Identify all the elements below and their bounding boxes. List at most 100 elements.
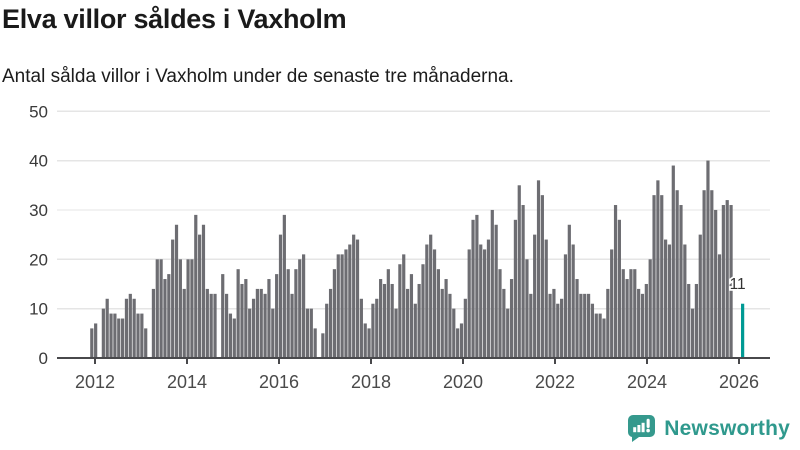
bar	[683, 244, 687, 358]
bar	[467, 249, 471, 358]
bar	[282, 214, 286, 358]
bar	[509, 279, 514, 358]
bar	[498, 269, 502, 358]
y-axis-tick-label: 10	[29, 300, 48, 319]
newsworthy-logo-text: Newsworthy	[664, 416, 790, 440]
bar	[586, 293, 591, 359]
x-axis-tick-label: 2020	[443, 372, 483, 392]
highlighted-bar	[741, 303, 745, 358]
bar	[275, 274, 279, 358]
bar	[382, 283, 387, 358]
bar	[221, 274, 225, 358]
bar	[244, 279, 248, 358]
bar	[533, 234, 537, 358]
bar	[228, 313, 233, 358]
bar	[90, 328, 94, 358]
x-axis-tick-label: 2024	[627, 372, 667, 392]
bar	[390, 283, 394, 358]
bar	[656, 180, 660, 358]
bar	[94, 323, 98, 358]
bar	[660, 195, 664, 358]
bar	[409, 274, 414, 358]
bar	[664, 239, 668, 358]
bar	[290, 293, 294, 359]
bar	[617, 219, 621, 358]
bar	[506, 308, 510, 358]
bar	[263, 293, 267, 359]
bar	[371, 303, 375, 358]
bar	[436, 269, 440, 358]
bar	[640, 293, 645, 359]
bar	[117, 318, 121, 358]
bar	[590, 303, 595, 358]
bar	[556, 303, 560, 358]
bar	[363, 323, 367, 358]
bar	[710, 190, 714, 358]
y-axis-tick-label: 30	[29, 201, 48, 220]
newsworthy-logo-icon	[627, 414, 656, 443]
bar	[610, 249, 614, 358]
bar	[544, 239, 548, 358]
bar	[606, 288, 610, 358]
bar	[213, 293, 217, 359]
bar	[302, 254, 306, 358]
bar	[448, 293, 452, 359]
bar	[309, 308, 313, 358]
bar	[151, 288, 156, 358]
x-axis-tick-label: 2018	[351, 372, 391, 392]
bar	[344, 249, 348, 358]
bar	[305, 308, 310, 358]
bar	[571, 244, 575, 358]
bar	[529, 293, 533, 359]
bar	[255, 288, 259, 358]
bar	[583, 293, 587, 359]
bar	[174, 224, 179, 358]
bar	[675, 190, 679, 358]
bar	[694, 283, 699, 358]
bar	[637, 288, 641, 358]
bar	[109, 313, 113, 358]
bar	[644, 283, 648, 358]
bar	[633, 269, 637, 358]
bar	[521, 205, 525, 358]
bar	[186, 259, 190, 358]
bar	[679, 205, 683, 358]
bar	[714, 209, 718, 358]
y-axis-tick-label: 50	[29, 102, 48, 121]
bar	[463, 298, 467, 358]
bar	[286, 269, 290, 358]
bar	[313, 328, 317, 358]
bar	[548, 293, 552, 359]
bar	[178, 259, 182, 358]
bar	[517, 185, 521, 358]
bar	[494, 224, 498, 358]
bar	[144, 328, 148, 358]
bar	[540, 195, 544, 358]
bar	[167, 274, 171, 358]
bar	[321, 333, 325, 358]
bar	[355, 239, 360, 358]
bar	[729, 205, 733, 358]
bar	[294, 269, 298, 358]
bar	[452, 308, 456, 358]
bar	[502, 288, 506, 358]
bar	[340, 254, 344, 358]
bar	[236, 269, 240, 358]
bar	[190, 259, 194, 358]
bar	[251, 298, 256, 358]
bar	[171, 239, 175, 358]
bar	[598, 313, 602, 358]
bar	[259, 288, 263, 358]
bar	[536, 180, 541, 358]
bar	[240, 283, 244, 358]
bar	[486, 239, 491, 358]
x-axis-tick-label: 2012	[75, 372, 115, 392]
bar	[725, 200, 729, 358]
bar	[271, 308, 275, 358]
bar	[394, 308, 398, 358]
bar	[101, 308, 105, 358]
bar	[121, 318, 125, 358]
bar	[198, 234, 202, 358]
bar	[621, 269, 625, 358]
bar	[648, 259, 652, 358]
